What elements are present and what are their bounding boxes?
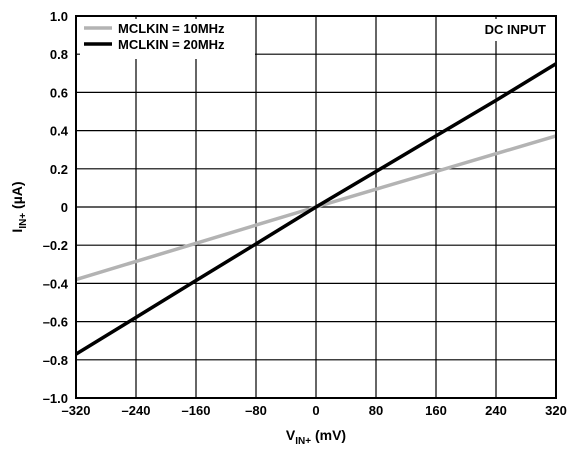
x-tick-label: –320 xyxy=(62,403,91,418)
y-tick-label: 0.2 xyxy=(50,162,68,177)
y-tick-label: 0 xyxy=(61,200,68,215)
y-tick-label: 0.8 xyxy=(50,47,68,62)
legend-label: MCLKIN = 20MHz xyxy=(118,37,225,52)
legend-label: MCLKIN = 10MHz xyxy=(118,21,225,36)
x-tick-label: 240 xyxy=(485,403,507,418)
plot-frame xyxy=(75,15,557,399)
x-tick-label: 80 xyxy=(369,403,383,418)
y-tick-label: –1.0 xyxy=(43,391,68,406)
y-tick-label: –0.6 xyxy=(43,315,68,330)
x-tick-label: 0 xyxy=(312,403,319,418)
x-tick-label: 320 xyxy=(545,403,567,418)
y-axis-label: IIN+ (µA) xyxy=(9,181,29,232)
x-tick-label: 160 xyxy=(425,403,447,418)
grid-lines xyxy=(76,16,556,398)
x-axis-label: VIN+ (mV) xyxy=(286,427,346,447)
y-tick-label: –0.8 xyxy=(43,353,68,368)
x-axis-label-sub: IN+ xyxy=(295,436,311,447)
y-axis-label-unit: (µA) xyxy=(9,181,25,212)
x-axis-label-main: V xyxy=(286,427,296,443)
series-layer xyxy=(75,62,557,356)
annotation-background xyxy=(464,19,550,41)
x-tick-labels: –320 –240 –160 –80 0 80 160 240 320 xyxy=(62,403,567,418)
y-tick-label: 0.6 xyxy=(50,85,68,100)
y-tick-label: 0.4 xyxy=(50,124,69,139)
series-line-2 xyxy=(75,62,557,356)
y-axis-label-sub: IN+ xyxy=(18,213,29,229)
x-tick-label: –240 xyxy=(122,403,151,418)
chart-annotation: DC INPUT xyxy=(485,22,546,37)
y-tick-labels: –1.0 –0.8 –0.6 –0.4 –0.2 0 0.2 0.4 0.6 0.8 1.0 xyxy=(43,9,69,406)
x-tick-label: –160 xyxy=(182,403,211,418)
y-tick-label: –0.4 xyxy=(43,276,69,291)
y-tick-label: 1.0 xyxy=(50,9,68,24)
x-axis-label-unit: (mV) xyxy=(311,427,346,443)
x-tick-label: –80 xyxy=(245,403,267,418)
y-axis-label-main: I xyxy=(9,229,25,233)
legend-background xyxy=(80,19,255,59)
y-tick-label: –0.2 xyxy=(43,238,68,253)
